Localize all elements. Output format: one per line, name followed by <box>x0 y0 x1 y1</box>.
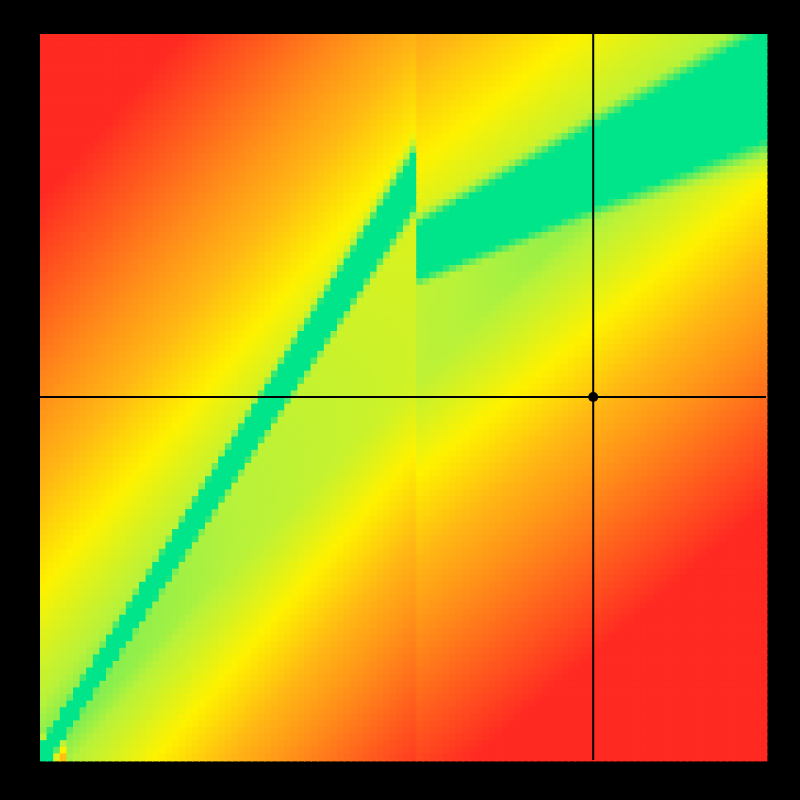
bottleneck-heatmap <box>0 0 800 800</box>
chart-container: TheBottleneck.com <box>0 0 800 800</box>
